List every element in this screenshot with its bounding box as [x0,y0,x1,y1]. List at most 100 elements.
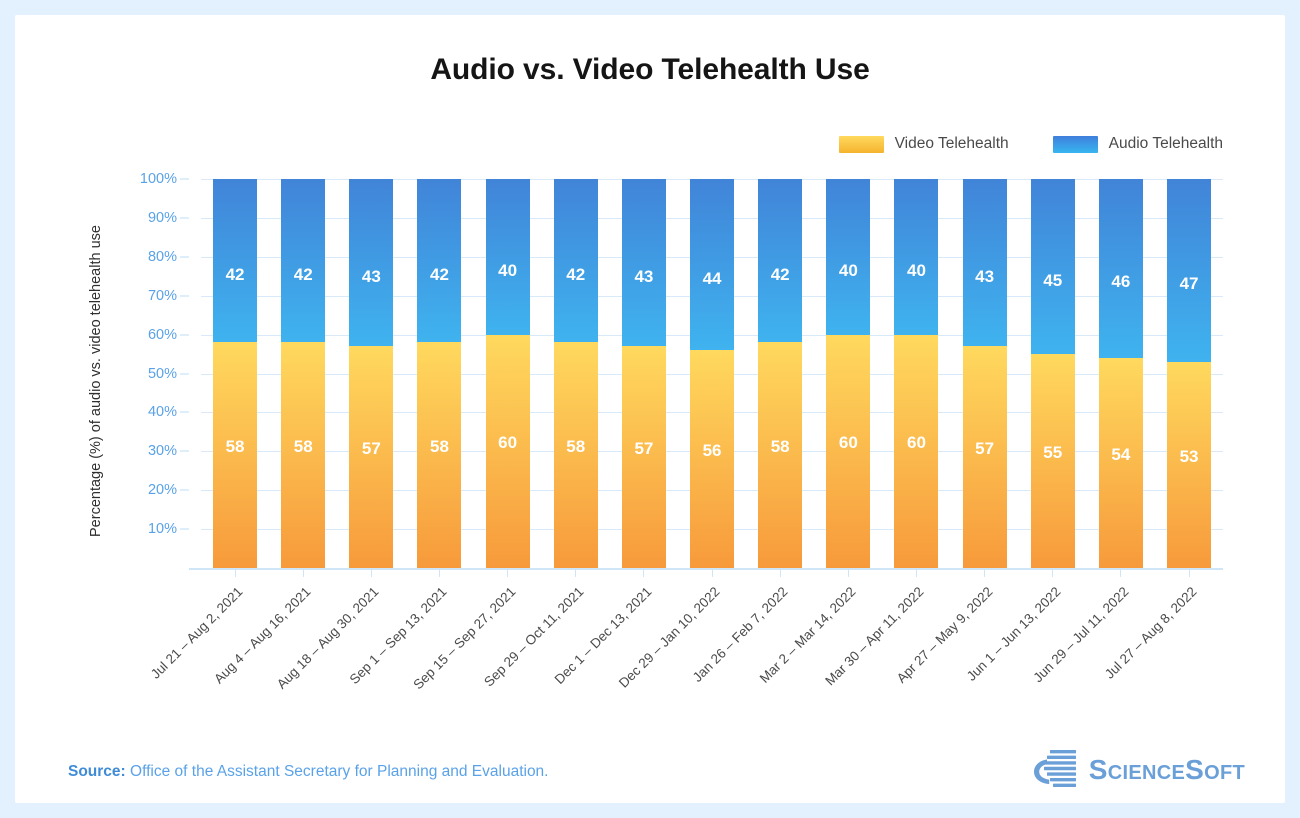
bar-column[interactable]: 43 57 [337,179,405,568]
bar-segment-video[interactable]: 58 [213,342,258,568]
bar-segment-video[interactable]: 58 [553,342,598,568]
bar-value-label: 57 [975,439,995,459]
bar-segment-video[interactable]: 60 [485,334,530,568]
bar-segment-audio[interactable]: 42 [758,179,803,343]
y-axis-tick-mark [180,256,189,258]
x-axis-tick [814,570,882,578]
bar-segment-audio[interactable]: 45 [1030,179,1075,355]
bar-segment-video[interactable]: 56 [690,350,735,568]
stacked-bar[interactable]: 43 57 [349,179,394,568]
x-axis-tick-mark [234,570,236,577]
bar-column[interactable]: 46 54 [1087,179,1155,568]
bar-column[interactable]: 42 58 [542,179,610,568]
bar-column[interactable]: 42 58 [405,179,473,568]
bar-value-label: 40 [838,260,858,280]
x-axis-tick [1019,570,1087,578]
y-axis-labels: 10% 20% 30% 40% 50% 60% 70% 80% 90% 100% [133,171,189,568]
x-axis-tick-mark [438,570,440,577]
bar-segment-video[interactable]: 58 [758,342,803,568]
bar-value-label: 42 [430,264,449,284]
stacked-bar[interactable]: 42 58 [417,179,462,568]
x-axis-tick-mark [847,570,849,577]
stacked-bar[interactable]: 40 60 [826,179,871,568]
stacked-bar[interactable]: 43 57 [962,179,1007,568]
x-axis-label-cell: Jul 27 – Aug 8, 2022 [1102,578,1223,708]
bar-column[interactable]: 42 58 [201,179,269,568]
bar-segment-audio[interactable]: 47 [1167,179,1212,362]
legend-swatch-video [838,135,884,153]
bar-segment-audio[interactable]: 44 [690,179,735,351]
bar-segment-video[interactable]: 57 [349,346,394,568]
bar-column[interactable]: 42 58 [746,179,814,568]
bar-value-label: 58 [225,437,245,457]
x-axis-tick [882,570,950,578]
bar-segment-video[interactable]: 58 [281,342,326,568]
bar-column[interactable]: 44 56 [678,179,746,568]
legend-label: Audio Telehealth [1108,135,1223,152]
x-axis-tick-mark [302,570,304,577]
bar-segment-audio[interactable]: 43 [621,179,666,347]
bar-value-label: 60 [498,433,518,453]
y-axis-tick-mark [180,217,189,219]
stacked-bar[interactable]: 40 60 [485,179,530,568]
legend-item-audio[interactable]: Audio Telehealth [1052,135,1223,153]
bar-value-label: 60 [907,433,926,453]
bar-segment-audio[interactable]: 40 [826,179,871,335]
stacked-bar[interactable]: 44 56 [690,179,735,568]
x-axis-tick-mark [1052,570,1054,577]
bar-value-label: 58 [430,437,449,457]
bar-segment-audio[interactable]: 46 [1098,179,1143,358]
x-axis-tick-mark [370,570,372,577]
bar-column[interactable]: 43 57 [610,179,678,568]
stacked-bar[interactable]: 47 53 [1167,179,1212,568]
bar-value-label: 46 [1111,272,1131,292]
bar-segment-audio[interactable]: 42 [553,179,598,343]
stacked-bar[interactable]: 46 54 [1098,179,1143,568]
y-axis-tick-label: 100% [139,171,177,187]
x-axis-tick-mark [915,570,917,577]
bar-column[interactable]: 40 60 [474,179,542,568]
page-title: Audio vs. Video Telehealth Use [430,53,870,86]
bar-segment-video[interactable]: 60 [826,334,871,568]
bar-value-label: 58 [770,437,790,457]
bar-column[interactable]: 42 58 [269,179,337,568]
bar-segment-video[interactable]: 57 [621,346,666,568]
x-axis-tick [1155,570,1223,578]
bar-segment-video[interactable]: 55 [1030,354,1075,568]
bar-segment-audio[interactable]: 40 [894,179,939,335]
bar-column[interactable]: 40 60 [882,179,950,568]
stacked-bar[interactable]: 42 58 [553,179,598,568]
chart-legend: Video Telehealth Audio Telehealth [838,135,1223,153]
bar-value-label: 44 [702,268,722,288]
x-axis-ticks [201,570,1223,578]
sciencesoft-logo-text: ScienceSoft [1088,754,1245,785]
stacked-bar[interactable]: 45 55 [1030,179,1075,568]
stacked-bar[interactable]: 42 58 [758,179,803,568]
bar-segment-audio[interactable]: 42 [213,179,258,343]
stacked-bar[interactable]: 40 60 [894,179,939,568]
x-axis-tick [542,570,610,578]
y-axis-tick-label: 60% [147,326,177,343]
bar-segment-audio[interactable]: 40 [485,179,530,335]
bar-segment-audio[interactable]: 42 [417,179,462,343]
y-axis-tick-mark [180,411,189,413]
stacked-bar[interactable]: 42 58 [213,179,258,568]
bar-segment-audio[interactable]: 43 [349,179,394,347]
bar-column[interactable]: 43 57 [951,179,1019,568]
x-axis-tick-mark [1120,570,1122,577]
legend-item-video[interactable]: Video Telehealth [838,135,1009,153]
bar-segment-video[interactable]: 57 [962,346,1007,568]
bar-column[interactable]: 47 53 [1155,179,1223,568]
y-axis-tick-mark [180,489,189,491]
x-axis-tick-mark [779,570,781,577]
bar-segment-video[interactable]: 53 [1167,361,1212,568]
bar-segment-video[interactable]: 54 [1098,357,1143,568]
stacked-bar[interactable]: 43 57 [621,179,666,568]
stacked-bar[interactable]: 42 58 [281,179,326,568]
bar-segment-audio[interactable]: 42 [281,179,326,343]
bar-segment-video[interactable]: 58 [417,342,462,568]
bar-column[interactable]: 45 55 [1019,179,1087,568]
bar-segment-audio[interactable]: 43 [962,179,1007,347]
bar-column[interactable]: 40 60 [814,179,882,568]
bar-segment-video[interactable]: 60 [894,334,939,568]
